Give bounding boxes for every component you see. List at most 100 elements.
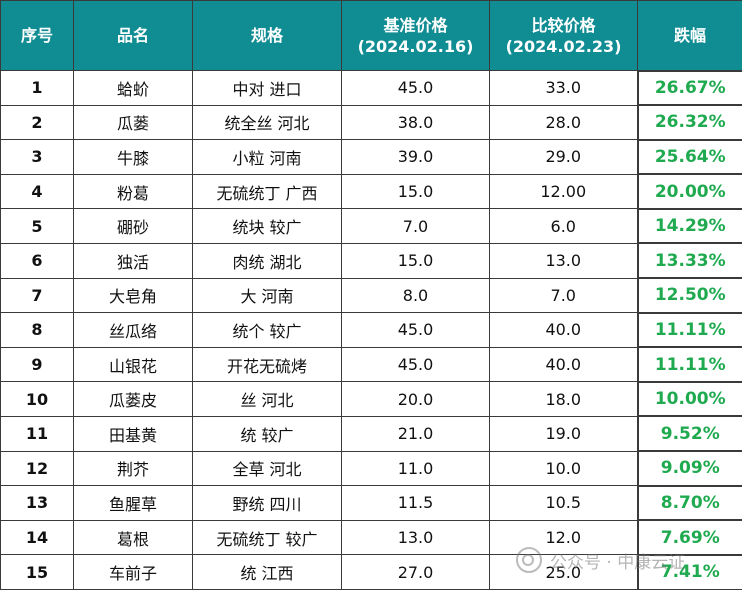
cell-base-price: 20.0 [341,381,490,417]
table-row: 12 荆芥 全草 河北 11.0 10.0 9.09% [0,450,742,487]
table-row: 9 山银花 开花无硫烤 45.0 40.0 11.11% [0,346,742,383]
cell-spec: 全草 河北 [192,450,342,487]
cell-name: 粉葛 [73,173,193,210]
cell-seq: 5 [0,208,74,244]
cell-drop: 7.69% [636,519,742,556]
table-row: 14 葛根 无硫统丁 较广 13.0 12.0 7.69% [0,519,742,556]
cell-compare-price: 10.5 [489,485,638,521]
cell-base-price: 45.0 [341,312,490,348]
cell-compare-price: 10.0 [489,450,638,487]
cell-drop: 25.64% [636,138,742,175]
cell-compare-price: 28.0 [489,104,638,141]
cell-drop: 11.11% [636,346,742,383]
cell-compare-price: 12.0 [489,519,638,556]
table-row: 10 瓜蒌皮丝 河北 20.0 18.0 10.00% [0,380,742,417]
cell-base-price: 11.0 [341,450,490,487]
table-row: 2 瓜蒌 统全丝 河北 38.0 28.0 26.32% [0,104,742,141]
cell-base-price: 45.0 [341,346,490,383]
cell-seq: 6 [0,242,74,279]
cell-name: 蛤蚧 [73,70,193,106]
cell-name: 独活 [73,242,193,279]
cell-base-price: 15.0 [341,173,490,210]
table-row: 3 牛膝 小粒 河南 39.0 29.0 25.64% [0,138,742,175]
cell-seq: 15 [0,554,74,590]
cell-name: 荆芥 [73,450,193,487]
header-spec: 规格 [192,0,342,71]
header-compare-price: 比较价格 (2024.02.23) [489,0,638,71]
cell-name: 大皂角 [73,277,193,314]
cell-name: 车前子 [73,554,193,590]
cell-base-price: 38.0 [341,104,490,141]
cell-compare-price: 25.0 [489,554,638,590]
cell-drop: 26.32% [636,104,742,141]
cell-seq: 1 [0,70,74,106]
cell-seq: 3 [0,139,74,175]
cell-compare-price: 40.0 [489,346,638,383]
cell-name: 葛根 [73,519,193,556]
cell-base-price: 11.5 [341,485,490,521]
header-base-price-label: 基准价格 [383,15,448,35]
cell-seq: 9 [0,346,74,383]
cell-name: 山银花 [73,346,193,383]
header-row: 序号 品名 规格 基准价格 (2024.02.16) 比较价格 (2024.02… [0,0,742,71]
cell-spec: 肉统 湖北 [192,242,342,279]
cell-compare-price: 19.0 [489,415,638,452]
cell-compare-price: 6.0 [489,208,638,244]
cell-name: 瓜蒌 [73,104,193,141]
cell-spec: 统个 较广 [192,312,342,348]
cell-seq: 13 [0,485,74,521]
cell-drop: 9.09% [636,450,742,487]
cell-name: 牛膝 [73,139,193,175]
cell-drop: 13.33% [636,242,742,279]
cell-base-price: 8.0 [341,277,490,314]
cell-spec: 丝 河北 [192,381,342,417]
cell-seq: 11 [0,415,74,452]
cell-drop: 9.52% [636,415,742,452]
cell-spec: 统 较广 [192,415,342,452]
header-compare-price-date: (2024.02.23) [505,36,622,56]
cell-seq: 7 [0,277,74,314]
cell-seq: 4 [0,173,74,210]
cell-spec: 统 江西 [192,554,342,590]
cell-seq: 10 [0,381,74,417]
header-name: 品名 [73,0,193,71]
cell-name: 丝瓜络 [73,312,193,348]
cell-base-price: 13.0 [341,519,490,556]
cell-spec: 野统 四川 [192,485,342,521]
cell-drop: 7.41% [636,553,742,590]
cell-compare-price: 40.0 [489,312,638,348]
cell-spec: 无硫统丁 广西 [192,173,342,210]
header-compare-price-label: 比较价格 [531,15,596,35]
table-row: 4 粉葛 无硫统丁 广西 15.0 12.00 20.00% [0,173,742,210]
header-base-price: 基准价格 (2024.02.16) [341,0,490,71]
cell-spec: 开花无硫烤 [192,346,342,383]
header-drop: 跌幅 [637,0,742,71]
cell-compare-price: 33.0 [489,70,638,106]
table-row: 7 大皂角大 河南 8.0 7.0 12.50% [0,277,742,314]
cell-base-price: 7.0 [341,208,490,244]
cell-drop: 20.00% [636,173,742,210]
table-row: 6 独活 肉统 湖北 15.0 13.0 13.33% [0,242,742,279]
cell-name: 瓜蒌皮 [73,381,193,417]
table-row: 15 车前子统 江西 27.0 25.0 7.41% [0,553,742,590]
cell-drop: 10.00% [636,380,742,417]
cell-seq: 12 [0,450,74,487]
cell-spec: 无硫统丁 较广 [192,519,342,556]
cell-seq: 2 [0,104,74,141]
cell-name: 硼砂 [73,208,193,244]
table-row: 1 蛤蚧 中对 进口 45.0 33.0 26.67% [0,69,742,106]
table-row: 13 鱼腥草 野统 四川 11.5 10.5 8.70% [0,484,742,521]
cell-spec: 中对 进口 [192,70,342,106]
cell-compare-price: 7.0 [489,277,638,314]
cell-compare-price: 12.00 [489,173,638,210]
table-body: 1 蛤蚧 中对 进口 45.0 33.0 26.67% 2 瓜蒌 统全丝 河北 38.0 28.0 2… [0,69,742,590]
cell-seq: 8 [0,312,74,348]
cell-base-price: 39.0 [341,139,490,175]
cell-name: 鱼腥草 [73,485,193,521]
cell-drop: 11.11% [636,311,742,348]
cell-spec: 小粒 河南 [192,139,342,175]
cell-drop: 26.67% [636,69,742,106]
cell-drop: 14.29% [636,207,742,244]
table-row: 8 丝瓜络 统个 较广 45.0 40.0 11.11% [0,311,742,348]
cell-seq: 14 [0,519,74,556]
